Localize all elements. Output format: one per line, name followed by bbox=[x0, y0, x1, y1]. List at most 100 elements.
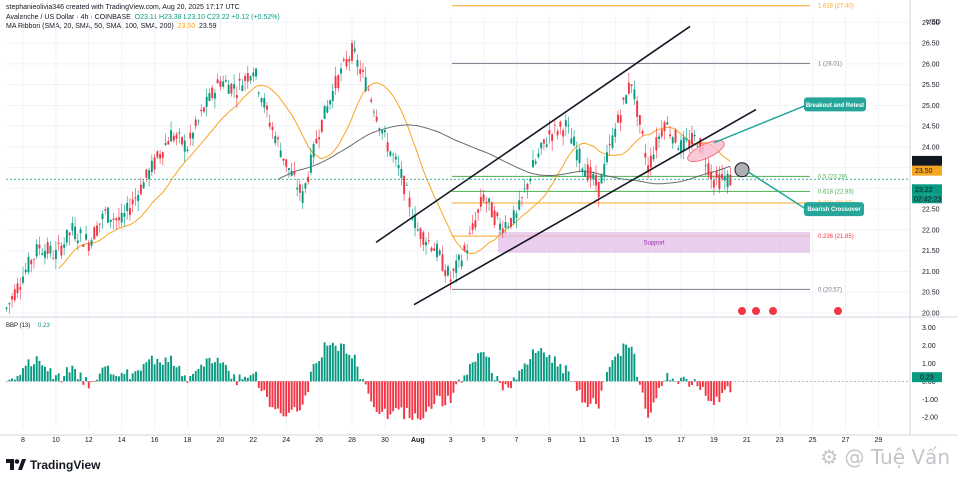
crossover-pointer bbox=[747, 171, 807, 210]
crossover-label: Bearish Crossover bbox=[807, 207, 861, 213]
y-tick-label: 22.00 bbox=[922, 227, 940, 234]
candle-body bbox=[213, 92, 216, 99]
bbp-bar bbox=[496, 375, 499, 382]
candle-body bbox=[367, 89, 370, 91]
bbp-bar bbox=[298, 381, 301, 411]
candle-body bbox=[383, 130, 386, 133]
candle-body bbox=[186, 149, 189, 152]
candle-body bbox=[641, 130, 644, 134]
bbp-bar bbox=[455, 381, 458, 385]
candle-body bbox=[356, 60, 359, 67]
bbp-bar bbox=[109, 374, 112, 382]
bbp-bar bbox=[334, 345, 337, 382]
candle-body bbox=[586, 164, 589, 181]
candle-body bbox=[230, 83, 233, 94]
x-tick-label: 8 bbox=[21, 437, 25, 444]
bbp-bar bbox=[638, 381, 641, 385]
x-tick-label: 13 bbox=[611, 437, 619, 444]
bbp-bar bbox=[13, 379, 16, 382]
candle-body bbox=[584, 170, 587, 177]
bbp-bar bbox=[545, 357, 548, 382]
candle-body bbox=[699, 138, 702, 153]
bbp-bar bbox=[96, 379, 98, 382]
bbp-bar bbox=[172, 365, 175, 382]
candle-body bbox=[403, 176, 406, 195]
bbp-bar bbox=[49, 368, 52, 382]
candle-body bbox=[551, 134, 554, 142]
bbp-bar bbox=[43, 366, 46, 382]
bbp-bar bbox=[630, 346, 633, 382]
candle-body bbox=[362, 70, 364, 72]
ma-ribbon-label: MA Ribbon (SMA, 20, SMA, 50, SMA, 100, S… bbox=[6, 23, 174, 30]
bbp-bar bbox=[63, 375, 66, 382]
candle-body bbox=[578, 148, 581, 164]
candle-body bbox=[8, 303, 11, 305]
candle-body bbox=[60, 245, 63, 256]
bbp-bar bbox=[685, 378, 688, 382]
bbp-bar bbox=[666, 372, 669, 382]
candle-body bbox=[606, 152, 608, 163]
candle-body bbox=[194, 119, 197, 127]
bbp-bar bbox=[715, 381, 718, 397]
bbp-bar bbox=[194, 370, 197, 382]
bbp-bar bbox=[718, 381, 721, 403]
candle-body bbox=[148, 170, 151, 180]
bbp-bar bbox=[8, 379, 11, 382]
candle-body bbox=[644, 152, 647, 158]
bbp-bar bbox=[723, 381, 726, 390]
candle-body bbox=[277, 137, 279, 140]
candle-body bbox=[246, 73, 249, 82]
candle-body bbox=[564, 120, 567, 127]
bbp-bar bbox=[359, 379, 362, 382]
bbp-bar bbox=[400, 381, 403, 408]
fib-label: 0.618 (22.93) bbox=[818, 189, 854, 195]
bbp-bar bbox=[592, 381, 595, 399]
bbp-bar bbox=[644, 381, 647, 409]
candle-body bbox=[712, 180, 715, 188]
y-tick-label: 26.00 bbox=[922, 61, 940, 68]
candle-body bbox=[255, 68, 258, 77]
candle-body bbox=[372, 111, 375, 113]
candle-body bbox=[600, 173, 603, 184]
candle-body bbox=[394, 156, 397, 160]
candle-body bbox=[183, 140, 186, 152]
candle-body bbox=[627, 82, 630, 94]
candle-body bbox=[512, 210, 515, 224]
candle-body bbox=[227, 84, 230, 94]
x-tick-label: 24 bbox=[282, 437, 290, 444]
x-tick-label: 18 bbox=[184, 437, 192, 444]
bbp-bar bbox=[244, 376, 247, 382]
bbp-bar bbox=[414, 381, 417, 414]
price-tag: 23.50 bbox=[915, 168, 933, 175]
bbp-bar bbox=[224, 364, 227, 382]
axes: 27.00 26.50 26.00 25.50 25.00 24.50 24.00 23.50… bbox=[0, 0, 958, 444]
candle-body bbox=[235, 94, 238, 99]
bbp-bar bbox=[260, 381, 263, 392]
bbp-bar bbox=[175, 367, 178, 382]
bbp-bar bbox=[202, 366, 205, 382]
bbp-bar bbox=[274, 381, 277, 410]
candle-body bbox=[27, 256, 30, 273]
annotations: Breakout and Retest Bearish Crossover bbox=[687, 97, 866, 316]
candle-body bbox=[71, 222, 74, 231]
candle-body bbox=[729, 174, 732, 186]
bbp-bar bbox=[331, 342, 334, 382]
ma-value-slow: 23.59 bbox=[199, 23, 217, 30]
bbp-bar bbox=[693, 379, 696, 382]
bbp-bar bbox=[137, 370, 140, 382]
candle-body bbox=[22, 276, 24, 283]
bbp-bar bbox=[30, 366, 33, 382]
candle-body bbox=[493, 210, 496, 225]
candle-body bbox=[466, 250, 469, 254]
x-tick-label: 20 bbox=[217, 437, 225, 444]
candle-body bbox=[504, 222, 507, 228]
bbp-bar bbox=[540, 348, 543, 382]
candle-body bbox=[312, 144, 315, 158]
candle-body bbox=[164, 143, 167, 145]
bbp-bar bbox=[510, 381, 512, 389]
candle-body bbox=[200, 109, 203, 112]
bbp-bar bbox=[556, 366, 559, 382]
bbp-bar bbox=[233, 374, 236, 382]
candle-body bbox=[326, 106, 329, 113]
